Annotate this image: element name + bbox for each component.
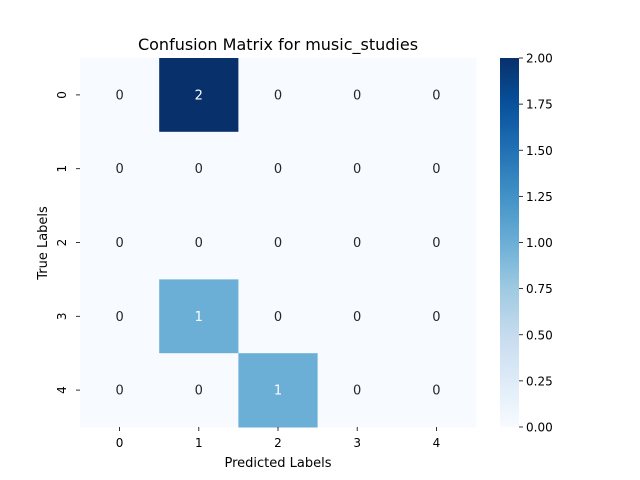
heatmap-cell xyxy=(238,279,319,354)
cell-value-label: 0 xyxy=(432,384,440,399)
x-tick-label: 1 xyxy=(195,436,203,450)
colorbar-tick-label: 1.25 xyxy=(526,190,553,204)
cell-value-label: 0 xyxy=(115,162,123,177)
x-tick-label: 0 xyxy=(116,436,124,450)
heatmap-cells xyxy=(80,58,477,428)
cell-value-label: 0 xyxy=(274,88,282,103)
cell-value-label: 0 xyxy=(274,310,282,325)
x-tick-label: 4 xyxy=(433,436,441,450)
colorbar xyxy=(500,58,519,427)
cell-value-label: 0 xyxy=(353,236,361,251)
heatmap-cell xyxy=(159,58,239,133)
cell-value-label: 0 xyxy=(274,236,282,251)
colorbar-tick-label: 1.00 xyxy=(526,236,553,250)
heatmap-cell xyxy=(159,353,239,428)
cell-value-label: 0 xyxy=(432,88,440,103)
heatmap-cell xyxy=(317,279,398,354)
cell-value-label: 0 xyxy=(432,310,440,325)
x-axis-ticks: 0 1 2 3 4 xyxy=(116,427,440,450)
x-tick-label: 3 xyxy=(353,436,361,450)
colorbar-tick-label: 0.00 xyxy=(526,421,553,435)
heatmap-cell xyxy=(159,205,239,280)
heatmap-cell xyxy=(396,58,477,133)
heatmap-cell xyxy=(317,58,398,133)
heatmap-cell xyxy=(317,205,398,280)
colorbar-tick-label: 1.75 xyxy=(526,98,553,112)
cell-value-label: 0 xyxy=(195,384,203,399)
chart-title: Confusion Matrix for music_studies xyxy=(138,35,418,55)
cell-value-label: 0 xyxy=(115,88,123,103)
cell-value-label: 0 xyxy=(195,162,203,177)
heatmap-cell xyxy=(238,131,319,207)
y-tick-label: 3 xyxy=(55,312,69,320)
cell-value-label: 0 xyxy=(353,162,361,177)
heatmap-cell xyxy=(80,353,160,428)
colorbar-tick-label: 0.25 xyxy=(526,374,553,388)
cell-value-label: 0 xyxy=(353,88,361,103)
x-tick-label: 2 xyxy=(274,436,282,450)
colorbar-ticks: 0.00 0.25 0.50 0.75 1.00 1.25 1.50 1.75 2.00 xyxy=(519,52,553,435)
heatmap-cell xyxy=(80,131,160,207)
cell-value-label: 1 xyxy=(195,310,203,325)
heatmap-cell xyxy=(159,131,239,207)
colorbar-tick-label: 0.75 xyxy=(526,282,553,296)
heatmap-cell xyxy=(159,279,239,354)
heatmap-cell xyxy=(80,205,160,280)
cell-value-label: 0 xyxy=(432,236,440,251)
y-axis-label: True Labels xyxy=(36,206,51,281)
cell-value-label: 0 xyxy=(274,162,282,177)
heatmap-cell xyxy=(317,131,398,207)
y-tick-label: 1 xyxy=(55,165,69,173)
y-tick-label: 4 xyxy=(55,386,69,394)
y-tick-label: 2 xyxy=(55,239,69,247)
heatmap-cell xyxy=(80,58,160,133)
heatmap-cell xyxy=(80,279,160,354)
heatmap-cell xyxy=(238,205,319,280)
heatmap-cell xyxy=(396,279,477,354)
colorbar-tick-label: 1.50 xyxy=(526,144,553,158)
colorbar-tick-label: 0.50 xyxy=(526,328,553,342)
heatmap-cell xyxy=(238,353,319,428)
cell-value-label: 1 xyxy=(274,384,282,399)
y-tick-label: 0 xyxy=(55,91,69,99)
cell-value-label: 2 xyxy=(195,88,203,103)
cell-value-label: 0 xyxy=(353,310,361,325)
cell-value-label: 0 xyxy=(353,384,361,399)
cell-value-label: 0 xyxy=(195,236,203,251)
y-axis-ticks: 0 1 2 3 4 xyxy=(55,91,80,394)
cell-value-label: 0 xyxy=(432,162,440,177)
heatmap-cell xyxy=(396,131,477,207)
cell-value-label: 0 xyxy=(115,236,123,251)
heatmap-cell xyxy=(396,353,477,428)
heatmap-cell-labels: 0 2 0 0 0 0 0 0 0 0 0 0 0 0 0 0 1 0 0 0 0 0 1 0 0 xyxy=(115,88,440,398)
colorbar-tick-label: 2.00 xyxy=(526,52,553,66)
cell-value-label: 0 xyxy=(115,310,123,325)
x-axis-label: Predicted Labels xyxy=(224,456,331,471)
heatmap-cell xyxy=(238,58,319,133)
heatmap-cell xyxy=(317,353,398,428)
heatmap-cell xyxy=(396,205,477,280)
cell-value-label: 0 xyxy=(115,384,123,399)
